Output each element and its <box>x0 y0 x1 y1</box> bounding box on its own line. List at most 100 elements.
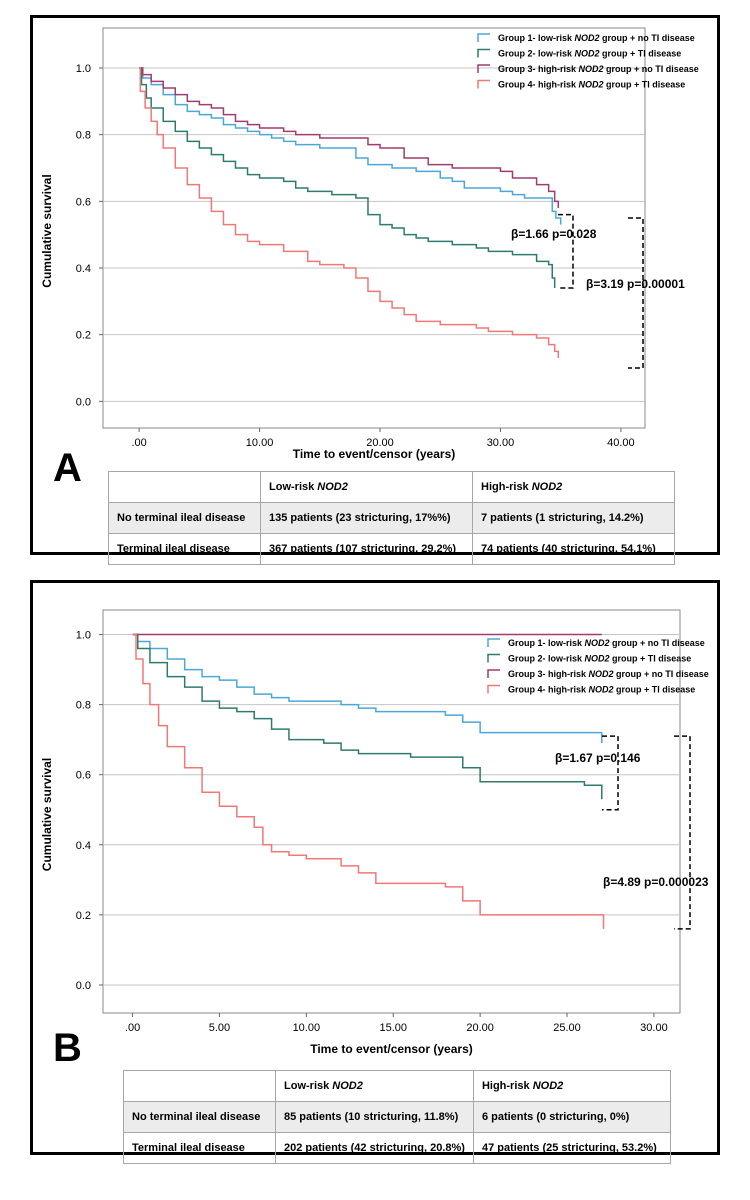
legend-label: Group 3- high-risk NOD2 group + no TI di… <box>498 64 699 74</box>
legend-text: group + TI disease <box>600 49 682 59</box>
x-tick-label: .00 <box>125 1022 140 1034</box>
y-tick-label: 0.4 <box>76 263 91 275</box>
x-tick-label: 10.00 <box>293 1022 321 1034</box>
survival-curve <box>132 633 605 929</box>
survival-curve <box>139 67 562 225</box>
legend-text: group + TI disease <box>604 80 686 90</box>
survival-chart-b: 0.0 0.2 0.4 0.6 0.8 1.0 .00 5.00 10.00 15.00 20.00… <box>40 609 709 1056</box>
comparison-bracket <box>628 217 644 369</box>
y-tick-label: 0.4 <box>76 840 91 852</box>
comparison-bracket <box>602 735 619 811</box>
table-cell: 135 patients (23 stricturing, 17%%) <box>260 502 473 534</box>
gene-name: NOD2 <box>589 685 614 695</box>
table-header-row: Low-risk NOD2 High-risk NOD2 <box>123 1070 671 1102</box>
x-tick-label: .00 <box>131 437 146 449</box>
y-tick-label: 0.0 <box>76 396 91 408</box>
x-axis-label: Time to event/censor (years) <box>293 447 456 461</box>
gene-name: NOD2 <box>589 669 614 679</box>
legend-text: Group 4- high-risk <box>498 80 579 90</box>
table-cell: 74 patients (40 stricturing, 54.1%) <box>472 533 675 565</box>
col-header-high-risk: High-risk NOD2 <box>472 471 675 503</box>
legend-text: Group 3- high-risk <box>508 669 589 679</box>
gene-name: NOD2 <box>585 638 610 648</box>
x-axis-label: Time to event/censor (years) <box>310 1042 473 1056</box>
x-tick-label: 30.00 <box>487 437 515 449</box>
table-row: Terminal ileal disease 367 patients (107… <box>108 533 675 565</box>
y-axis-label: Cumulative survival <box>40 758 54 871</box>
patient-table-b: Low-risk NOD2 High-risk NOD2 No terminal… <box>123 1070 671 1164</box>
annotation-label: β=3.19 p=0.00001 <box>586 277 685 291</box>
x-tick-label: 30.00 <box>640 1022 668 1034</box>
patient-table-a: Low-risk NOD2 High-risk NOD2 No terminal… <box>108 471 675 565</box>
plot-frame <box>102 27 646 429</box>
table-row: No terminal ileal disease 135 patients (… <box>108 502 675 534</box>
x-tick-label: 25.00 <box>553 1022 581 1034</box>
y-tick-label: 0.8 <box>76 700 91 712</box>
legend-text: group + TI disease <box>610 654 692 664</box>
legend-swatch <box>477 48 490 58</box>
legend-swatch <box>487 669 500 678</box>
y-axis-label: Cumulative survival <box>40 174 54 287</box>
annotation-label: β=1.67 p=0.146 <box>555 751 641 765</box>
legend-text: group + no TI disease <box>604 64 699 74</box>
legend-label: Group 4- high-risk NOD2 group + TI disea… <box>508 685 695 695</box>
y-tick-label: 0.6 <box>76 196 91 208</box>
comparison-bracket <box>674 735 691 930</box>
table-row: No terminal ileal disease 85 patients (1… <box>123 1101 671 1133</box>
x-tick-label: 10.00 <box>246 437 274 449</box>
gene-name: NOD2 <box>579 64 604 74</box>
legend-label: Group 1- low-risk NOD2 group + no TI dis… <box>498 33 695 43</box>
survival-curve <box>139 67 560 208</box>
row-label: No terminal ileal disease <box>108 502 261 534</box>
legend-text: Group 3- high-risk <box>498 64 579 74</box>
table-row: Terminal ileal disease 202 patients (42 … <box>123 1132 671 1164</box>
y-tick-label: 0.8 <box>76 130 91 142</box>
y-tick-label: 0.2 <box>76 330 91 342</box>
legend-text: Group 1- low-risk <box>498 33 575 43</box>
col-header-low-risk: Low-risk NOD2 <box>260 471 473 503</box>
annotation-label: β=4.89 p=0.000023 <box>603 875 709 889</box>
survival-curve <box>132 633 603 800</box>
annotation-label: β=1.66 p=0.028 <box>511 227 597 241</box>
col-header-low-risk: Low-risk NOD2 <box>275 1070 474 1102</box>
panel-b: 0.0 0.2 0.4 0.6 0.8 1.0 .00 5.00 10.00 15.00 20.00… <box>30 580 720 1164</box>
legend-swatch <box>487 684 500 694</box>
legend-text: Group 1- low-risk <box>508 638 585 648</box>
legend-text: Group 2- low-risk <box>508 654 585 664</box>
panel-letter-b: B <box>53 1026 82 1070</box>
gene-name: NOD2 <box>579 80 604 90</box>
y-tick-label: 1.0 <box>76 630 91 642</box>
legend-text: group + no TI disease <box>610 638 705 648</box>
survival-chart-a: 0.0 0.2 0.4 0.6 0.8 1.0 .00 10.00 20.00 30.00 40.0… <box>40 27 699 461</box>
survival-curve <box>139 67 560 358</box>
legend-swatch <box>477 33 490 42</box>
plot-frame <box>102 609 681 1014</box>
table-cell: 7 patients (1 stricturing, 14.2%) <box>472 502 675 534</box>
comparison-bracket <box>558 213 574 289</box>
table-cell: 47 patients (25 stricturing, 53.2%) <box>472 1132 671 1164</box>
table-cell: 85 patients (10 stricturing, 11.8%) <box>275 1101 474 1133</box>
legend-text: group + TI disease <box>614 685 696 695</box>
legend-swatch <box>477 64 490 73</box>
blank-header-cell <box>108 471 261 503</box>
x-tick-label: 20.00 <box>466 1022 494 1034</box>
x-tick-label: 20.00 <box>366 437 394 449</box>
panel-a: 0.0 0.2 0.4 0.6 0.8 1.0 .00 10.00 20.00 30.00 40.0… <box>30 15 720 565</box>
legend-swatch <box>487 653 500 663</box>
table-cell: 202 patients (42 stricturing, 20.8%) <box>275 1132 474 1164</box>
survival-curve <box>139 67 556 288</box>
table-header-row: Low-risk NOD2 High-risk NOD2 <box>108 471 675 503</box>
row-label: Terminal ileal disease <box>108 533 261 565</box>
survival-curve <box>132 633 603 744</box>
row-label: No terminal ileal disease <box>123 1101 276 1133</box>
blank-header-cell <box>123 1070 276 1102</box>
legend-text: Group 2- low-risk <box>498 49 575 59</box>
legend-swatch <box>487 638 500 647</box>
legend-swatch <box>477 79 490 89</box>
legend-label: Group 2- low-risk NOD2 group + TI diseas… <box>498 49 681 59</box>
legend-text: Group 4- high-risk <box>508 685 589 695</box>
y-tick-label: 0.6 <box>76 770 91 782</box>
y-tick-label: 1.0 <box>76 63 91 75</box>
gene-name: NOD2 <box>575 49 600 59</box>
y-tick-label: 0.0 <box>76 980 91 992</box>
